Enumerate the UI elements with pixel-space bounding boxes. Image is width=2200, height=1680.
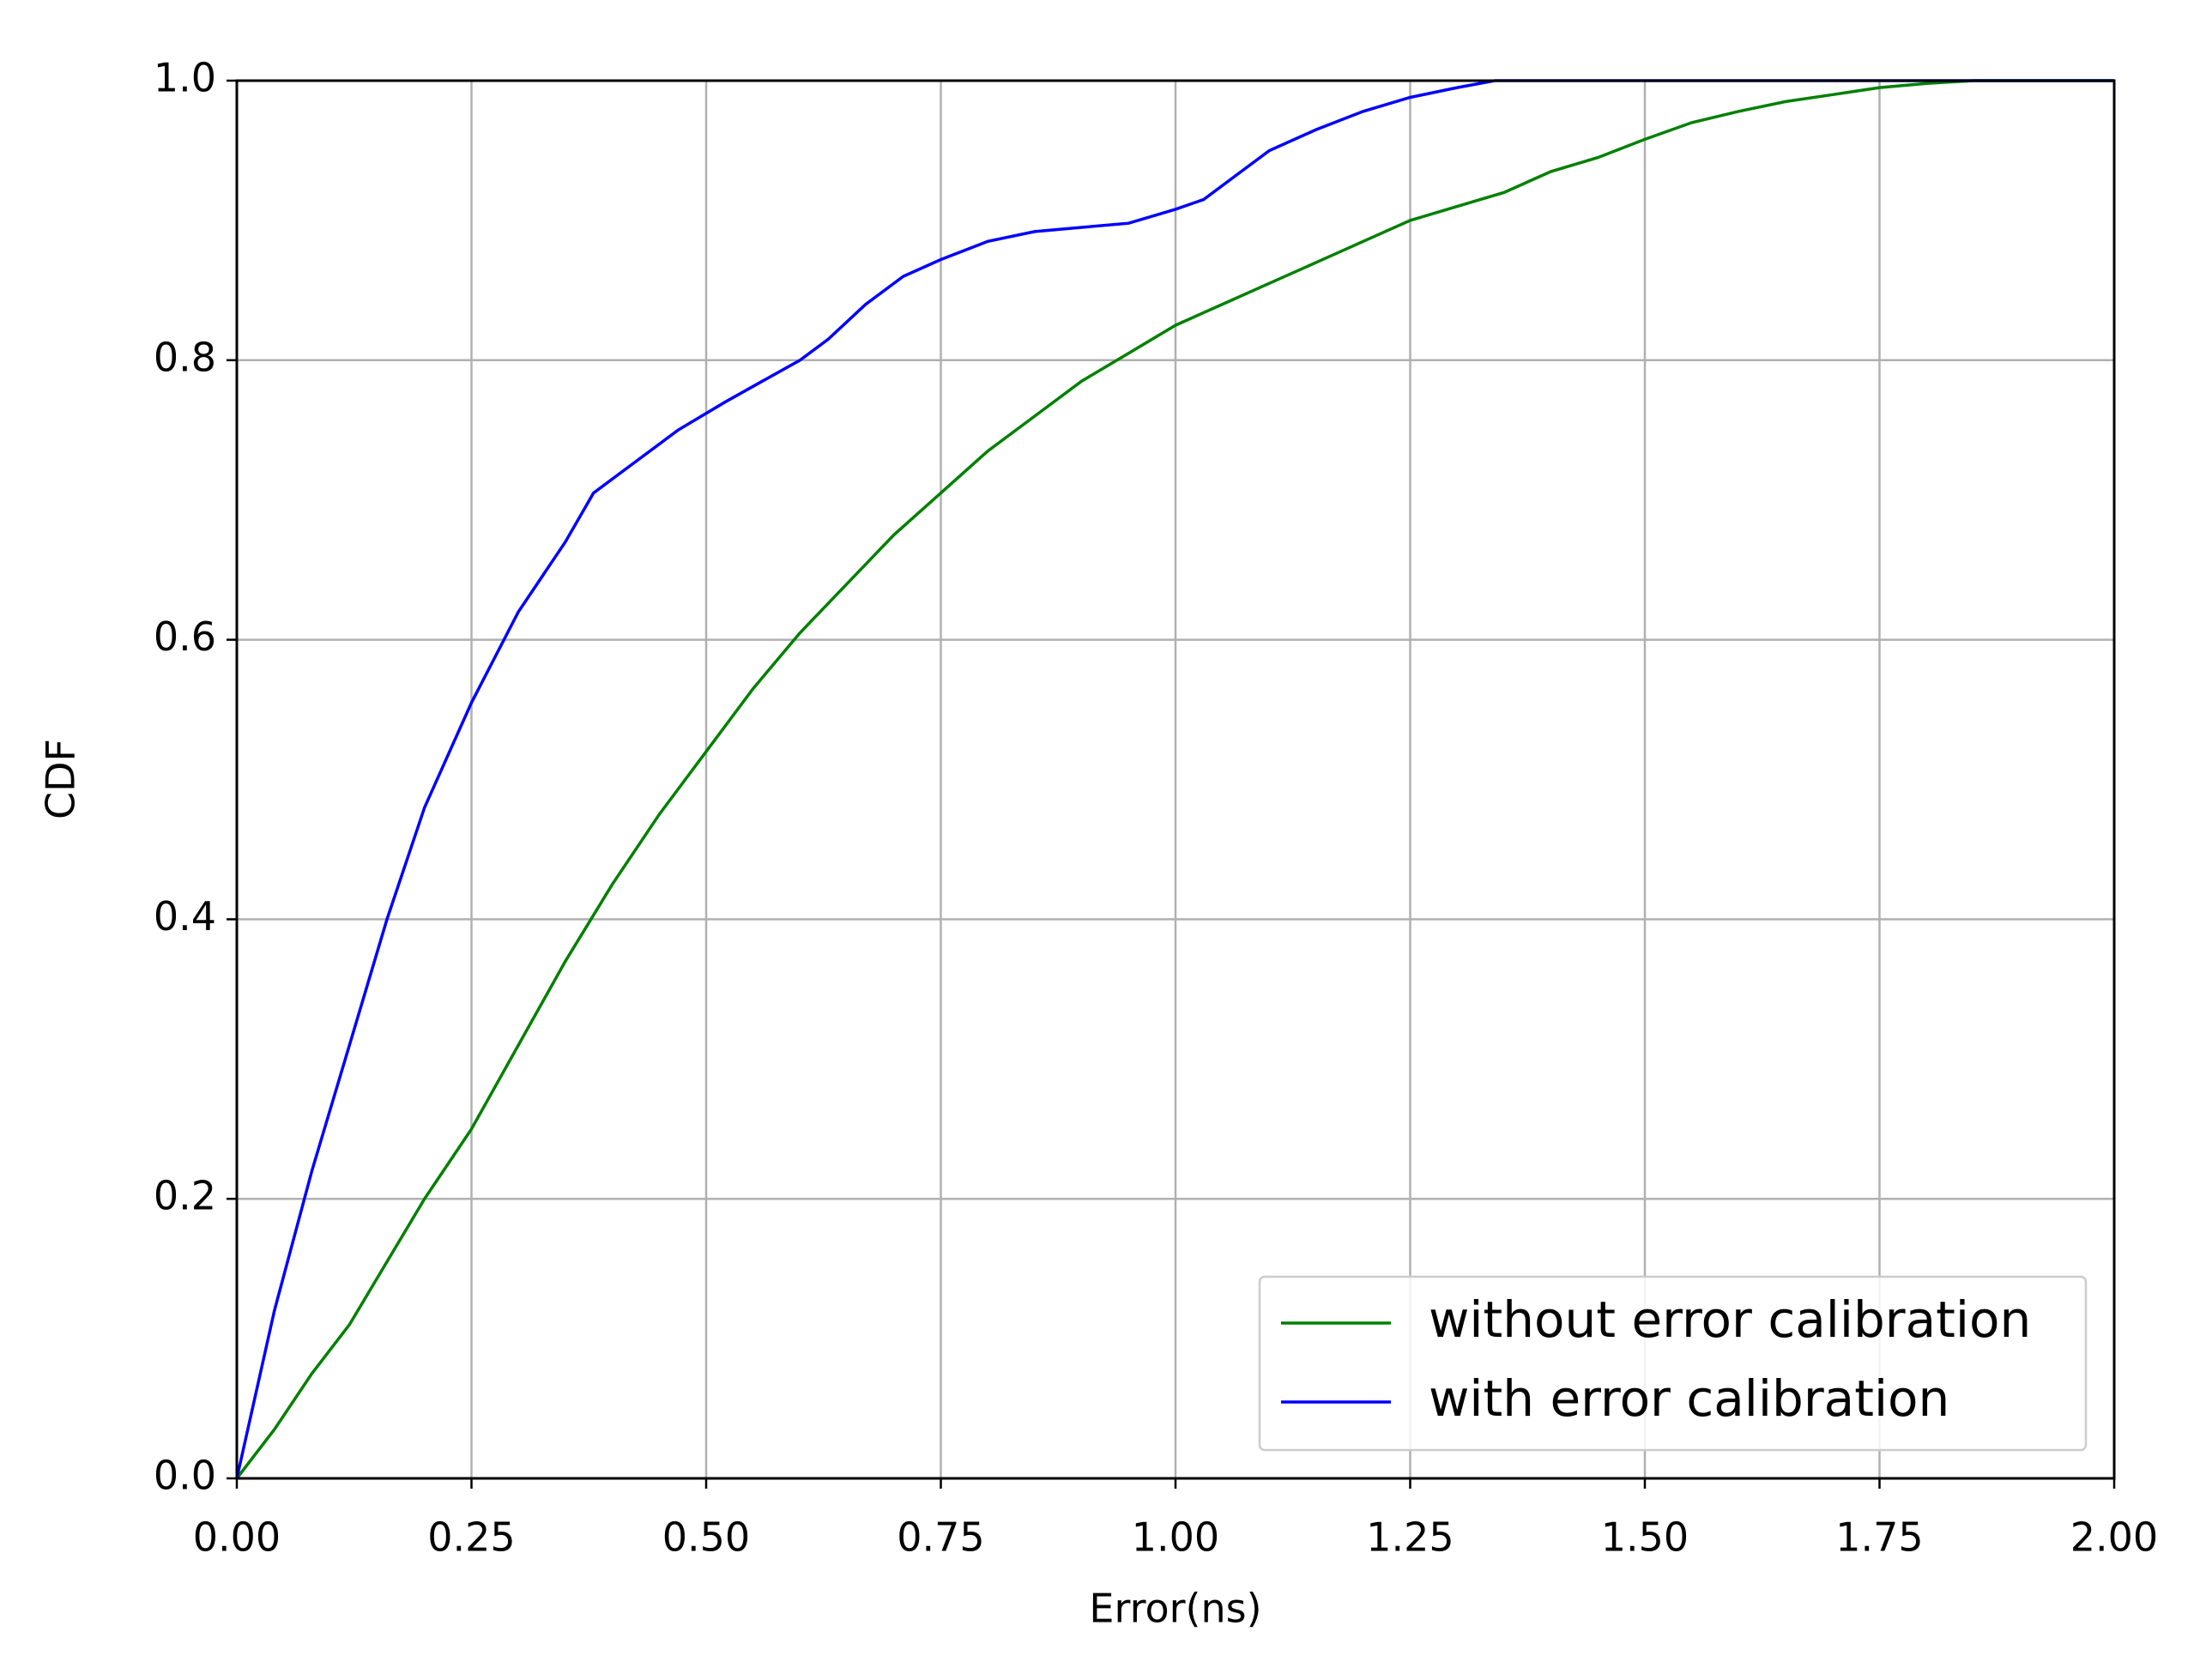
- x-tick-label: 0.50: [662, 1514, 750, 1561]
- x-tick-label: 0.00: [193, 1514, 281, 1561]
- x-tick-label: 1.25: [1366, 1514, 1454, 1561]
- legend-label: with error calibration: [1429, 1369, 1949, 1428]
- x-axis-label: Error(ns): [1089, 1586, 1261, 1632]
- y-tick-label: 0.6: [154, 613, 216, 660]
- x-tick-label: 1.00: [1132, 1514, 1219, 1561]
- y-tick-label: 0.8: [154, 334, 216, 380]
- y-axis-label: CDF: [38, 739, 84, 819]
- series-line: [235, 79, 2114, 1480]
- legend-box: [1258, 1275, 2088, 1452]
- legend: without error calibration with error cali…: [1258, 1275, 2088, 1452]
- x-tick-label: 1.75: [1835, 1514, 1923, 1561]
- x-tick-label: 2.00: [2070, 1514, 2158, 1561]
- y-tick-label: 0.4: [154, 893, 216, 940]
- y-tick-label: 0.2: [154, 1173, 216, 1219]
- plot-frame: [235, 79, 2116, 1480]
- y-tick-label: 1.0: [154, 55, 216, 101]
- series-line: [235, 79, 2114, 1479]
- x-tick-label: 0.25: [427, 1514, 515, 1561]
- x-tick-label: 0.75: [897, 1514, 984, 1561]
- x-tick-label: 1.50: [1601, 1514, 1689, 1561]
- y-tick-label: 0.0: [154, 1453, 216, 1499]
- legend-label: without error calibration: [1429, 1290, 2031, 1349]
